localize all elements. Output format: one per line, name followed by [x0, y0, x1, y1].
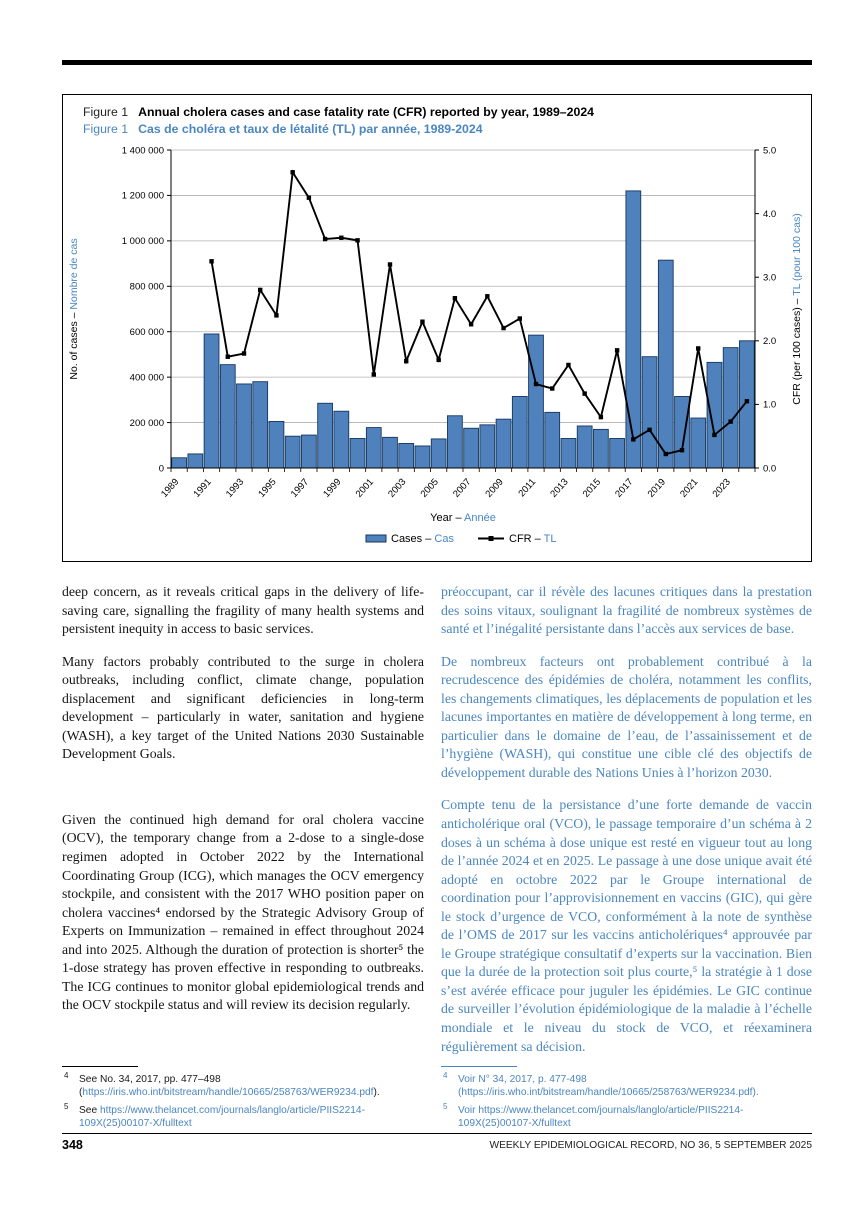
svg-text:1 000 000: 1 000 000	[122, 236, 164, 247]
svg-text:2023: 2023	[711, 477, 733, 500]
svg-text:1993: 1993	[224, 477, 246, 500]
svg-text:1999: 1999	[321, 477, 343, 500]
svg-text:CFR – TL: CFR – TL	[509, 533, 556, 545]
svg-text:Cases – Cas: Cases – Cas	[391, 533, 454, 545]
svg-text:3.0: 3.0	[763, 272, 776, 283]
english-paragraph: deep concern, as it reveals critical gap…	[62, 584, 424, 637]
figure-title-text-fr: Cas de choléra et taux de létalité (TL) …	[138, 121, 483, 136]
french-column: préoccupant, car il révèle des lacunes c…	[441, 583, 812, 1070]
svg-text:600 000: 600 000	[130, 327, 164, 338]
svg-text:1995: 1995	[256, 477, 278, 500]
svg-text:2013: 2013	[548, 477, 570, 500]
svg-text:No. of cases – Nombre de cas: No. of cases – Nombre de cas	[68, 238, 80, 379]
svg-text:Year – Année: Year – Année	[430, 512, 496, 524]
svg-text:2005: 2005	[419, 477, 441, 500]
footnote-link[interactable]: https://iris.who.int/bitstream/handle/10…	[82, 1087, 374, 1099]
svg-text:2009: 2009	[483, 477, 505, 500]
svg-text:5.0: 5.0	[763, 145, 776, 156]
figure-label-en: Figure 1	[83, 105, 129, 119]
svg-text:2001: 2001	[354, 477, 376, 500]
footnote-marker: 5	[443, 1101, 448, 1111]
english-paragraph: Many factors probably contributed to the…	[62, 653, 424, 762]
svg-text:2017: 2017	[613, 477, 635, 500]
svg-text:2.0: 2.0	[763, 336, 776, 347]
svg-text:CFR (per 100 cases) – TL (pour: CFR (per 100 cases) – TL (pour 100 cas)	[791, 213, 803, 404]
footnote-marker: 4	[64, 1071, 69, 1080]
page-number: 348	[62, 1138, 83, 1152]
english-column: deep concern, as it reveals critical gap…	[62, 583, 424, 1070]
svg-text:1 400 000: 1 400 000	[122, 145, 164, 156]
footer-rule	[62, 1133, 812, 1134]
french-paragraph: De nombreux facteurs ont probablement co…	[441, 653, 812, 780]
footnote-text: Voir N° 34, 2017, p. 477-498 (	[458, 1074, 587, 1099]
svg-text:2019: 2019	[646, 477, 668, 500]
svg-text:1991: 1991	[191, 477, 213, 500]
svg-text:400 000: 400 000	[130, 372, 164, 383]
footnote-link[interactable]: https://iris.who.int/bitstream/handle/10…	[461, 1087, 753, 1099]
footnote-link[interactable]: https://www.thelancet.com/journals/langl…	[458, 1104, 744, 1129]
figure-label-fr: Figure 1	[83, 121, 129, 136]
footnote-marker: 5	[64, 1101, 69, 1111]
svg-text:2021: 2021	[678, 477, 700, 500]
figure-titles: Figure 1 Annual cholera cases and case fa…	[63, 95, 811, 138]
figure-box: Figure 1 Annual cholera cases and case fa…	[62, 94, 812, 562]
footnote-separator	[62, 1066, 138, 1067]
footnotes: 4 See No. 34, 2017, pp. 477–498 (https://…	[62, 1066, 812, 1134]
footnote: 4 Voir N° 34, 2017, p. 477-498 (https://i…	[441, 1071, 812, 1100]
english-paragraph: Given the continued high demand for oral…	[62, 811, 424, 1013]
svg-text:4.0: 4.0	[763, 209, 776, 220]
svg-text:2007: 2007	[451, 477, 473, 500]
chart-area: 0 200 000 400 000 600 000 800 000 1 000 000 1 …	[63, 140, 811, 559]
figure-title-french: Figure 1 Cas de choléra et taux de létali…	[83, 121, 811, 138]
footnote-text: See	[79, 1104, 100, 1116]
svg-text:2015: 2015	[581, 477, 603, 500]
french-paragraph: Compte tenu de la persistance d’une fort…	[441, 797, 812, 1054]
footnote-text: See No. 34, 2017, pp. 477–498 (	[79, 1074, 221, 1099]
figure-title-english: Figure 1 Annual cholera cases and case fa…	[83, 104, 811, 121]
footnote-separator	[441, 1066, 517, 1067]
svg-text:2011: 2011	[516, 477, 538, 500]
top-rule	[62, 60, 812, 65]
footnote-text: ).	[752, 1087, 759, 1099]
svg-text:1.0: 1.0	[763, 400, 776, 411]
svg-text:1997: 1997	[289, 477, 311, 500]
svg-text:800 000: 800 000	[130, 282, 164, 293]
svg-text:0.0: 0.0	[763, 463, 776, 474]
cholera-cases-cfr-chart: 0 200 000 400 000 600 000 800 000 1 000 000 1 …	[68, 145, 803, 545]
journal-footer: WEEKLY EPIDEMIOLOGICAL RECORD, NO 36, 5 …	[489, 1140, 812, 1151]
svg-text:1989: 1989	[159, 477, 181, 500]
footnotes-english: 4 See No. 34, 2017, pp. 477–498 (https://…	[62, 1066, 424, 1134]
footnote-link[interactable]: https://www.thelancet.com/journals/langl…	[79, 1104, 365, 1129]
footnote: 5 Voir https://www.thelancet.com/journals…	[441, 1101, 812, 1131]
footnote-marker: 4	[443, 1071, 448, 1080]
svg-text:1 200 000: 1 200 000	[122, 191, 164, 202]
body-columns: deep concern, as it reveals critical gap…	[62, 583, 812, 1070]
figure-title-text-en: Annual cholera cases and case fatality r…	[138, 105, 595, 119]
footnotes-french: 4 Voir N° 34, 2017, p. 477-498 (https://i…	[441, 1066, 812, 1134]
svg-text:200 000: 200 000	[130, 418, 164, 429]
footnote-text: ).	[373, 1087, 380, 1099]
svg-text:2003: 2003	[386, 477, 408, 500]
footnote: 5 See https://www.thelancet.com/journals/…	[62, 1101, 424, 1131]
french-paragraph: préoccupant, car il révèle des lacunes c…	[441, 584, 812, 637]
footnote-text: Voir	[458, 1104, 479, 1116]
svg-text:0: 0	[159, 463, 164, 474]
footnote: 4 See No. 34, 2017, pp. 477–498 (https://…	[62, 1071, 424, 1100]
